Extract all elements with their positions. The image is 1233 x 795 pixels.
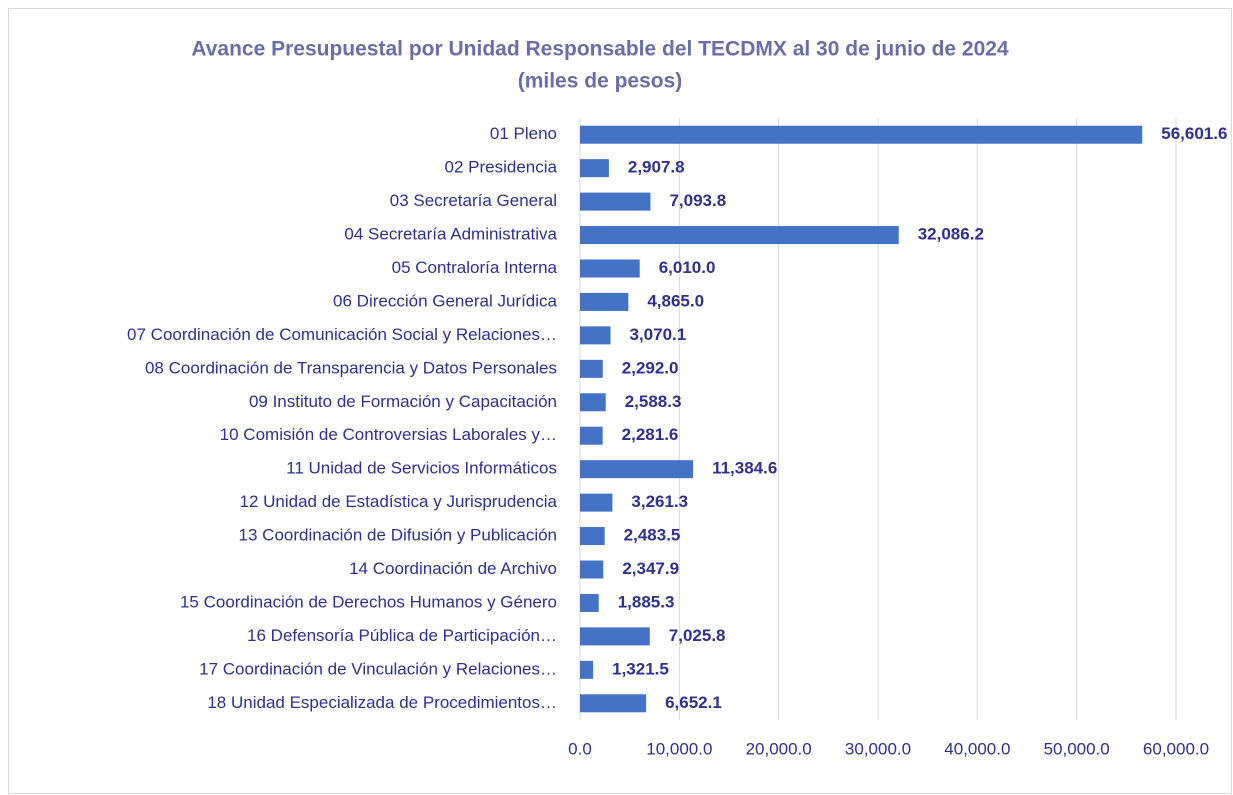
value-label: 2,292.0 xyxy=(622,358,679,377)
bar xyxy=(580,627,650,646)
y-tick-label: 07 Coordinación de Comunicación Social y… xyxy=(127,325,557,344)
y-tick-label: 10 Comisión de Controversias Laborales y… xyxy=(220,425,557,444)
value-label: 7,025.8 xyxy=(669,626,726,645)
value-label: 6,652.1 xyxy=(665,693,722,712)
value-label: 2,347.9 xyxy=(622,559,679,578)
y-tick-label: 16 Defensoría Pública de Participación… xyxy=(247,626,557,645)
y-tick-label: 12 Unidad de Estadística y Jurisprudenci… xyxy=(239,492,557,511)
x-tick-label: 60,000.0 xyxy=(1143,739,1209,758)
chart-title: Avance Presupuestal por Unidad Responsab… xyxy=(191,38,1009,61)
value-label: 1,321.5 xyxy=(612,659,669,678)
value-label: 6,010.0 xyxy=(659,258,716,277)
y-tick-label: 09 Instituto de Formación y Capacitación xyxy=(249,392,557,411)
y-tick-label: 08 Coordinación de Transparencia y Datos… xyxy=(145,358,557,377)
value-label: 7,093.8 xyxy=(669,191,726,210)
x-tick-label: 0.0 xyxy=(568,739,592,758)
bar xyxy=(580,460,694,479)
bar xyxy=(580,660,594,679)
x-tick-label: 10,000.0 xyxy=(646,739,712,758)
y-tick-label: 18 Unidad Especializada de Procedimiento… xyxy=(207,693,557,712)
value-label: 4,865.0 xyxy=(647,291,704,310)
y-tick-label: 02 Presidencia xyxy=(445,158,558,177)
bar xyxy=(580,593,599,612)
y-tick-label: 11 Unidad de Servicios Informáticos xyxy=(286,459,557,478)
y-tick-label: 17 Coordinación de Vinculación y Relacio… xyxy=(199,659,557,678)
bar xyxy=(580,259,640,278)
bar xyxy=(580,560,604,579)
x-tick-label: 40,000.0 xyxy=(944,739,1010,758)
y-tick-label: 06 Dirección General Jurídica xyxy=(333,291,557,310)
y-tick-label: 01 Pleno xyxy=(490,124,557,143)
x-tick-label: 50,000.0 xyxy=(1044,739,1110,758)
bar xyxy=(580,326,611,345)
value-label: 1,885.3 xyxy=(618,592,675,611)
value-label: 2,281.6 xyxy=(622,425,679,444)
y-tick-label: 15 Coordinación de Derechos Humanos y Gé… xyxy=(180,592,557,611)
x-tick-label: 20,000.0 xyxy=(746,739,812,758)
bar xyxy=(580,359,603,378)
value-label: 56,601.6 xyxy=(1161,124,1227,143)
y-tick-label: 04 Secretaría Administrativa xyxy=(344,225,557,244)
y-tick-label: 14 Coordinación de Archivo xyxy=(349,559,557,578)
value-label: 3,070.1 xyxy=(629,325,686,344)
value-label: 2,588.3 xyxy=(625,392,682,411)
value-label: 2,483.5 xyxy=(624,526,681,545)
bar xyxy=(580,426,603,445)
x-tick-label: 30,000.0 xyxy=(845,739,911,758)
bar xyxy=(580,527,605,546)
bar xyxy=(580,292,629,311)
bar xyxy=(580,125,1143,144)
bar xyxy=(580,159,609,178)
value-label: 11,384.6 xyxy=(712,459,777,478)
bar xyxy=(580,226,899,245)
bar xyxy=(580,192,651,211)
bar xyxy=(580,694,647,713)
y-tick-label: 13 Coordinación de Difusión y Publicació… xyxy=(239,526,557,545)
bar xyxy=(580,393,606,412)
value-label: 3,261.3 xyxy=(631,492,688,511)
y-tick-label: 05 Contraloría Interna xyxy=(392,258,558,277)
value-label: 32,086.2 xyxy=(918,225,984,244)
bar xyxy=(580,493,613,512)
value-label: 2,907.8 xyxy=(628,158,685,177)
y-tick-label: 03 Secretaría General xyxy=(390,191,557,210)
chart-subtitle: (miles de pesos) xyxy=(518,70,683,93)
